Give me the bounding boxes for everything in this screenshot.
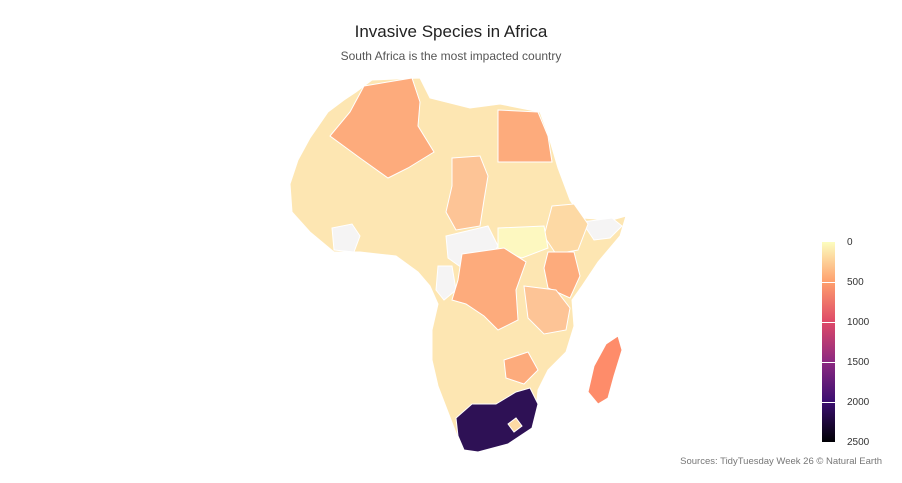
legend-label-2000: 2000 xyxy=(847,397,870,408)
legend-colorbar xyxy=(822,242,835,442)
legend-tick xyxy=(822,322,835,323)
legend-tick xyxy=(822,282,835,283)
region-madagascar xyxy=(587,335,623,405)
region-south-sudan xyxy=(497,225,549,259)
no-data-region xyxy=(331,223,361,253)
legend-tick xyxy=(822,362,835,363)
region-kenya xyxy=(543,251,581,299)
region-dr-congo xyxy=(451,247,527,331)
legend-label-0: 0 xyxy=(847,237,853,248)
no-data-region xyxy=(435,265,457,301)
region-tanzania xyxy=(523,285,571,335)
source-caption: Sources: TidyTuesday Week 26 © Natural E… xyxy=(680,456,882,467)
legend-label-1000: 1000 xyxy=(847,317,870,328)
legend-tick xyxy=(822,402,835,403)
legend-label-500: 500 xyxy=(847,277,864,288)
region-algeria xyxy=(329,77,435,179)
legend-label-1500: 1500 xyxy=(847,357,870,368)
region-lesotho xyxy=(507,417,523,433)
map-title: Invasive Species in Africa xyxy=(354,22,548,41)
legend-label-2500: 2500 xyxy=(847,437,870,448)
no-data-region xyxy=(581,217,623,241)
map-subtitle: South Africa is the most impacted countr… xyxy=(340,49,562,63)
region-egypt xyxy=(497,109,553,163)
region-zimbabwe xyxy=(503,351,539,385)
region-chad xyxy=(445,155,489,231)
region-south-africa xyxy=(455,387,539,453)
